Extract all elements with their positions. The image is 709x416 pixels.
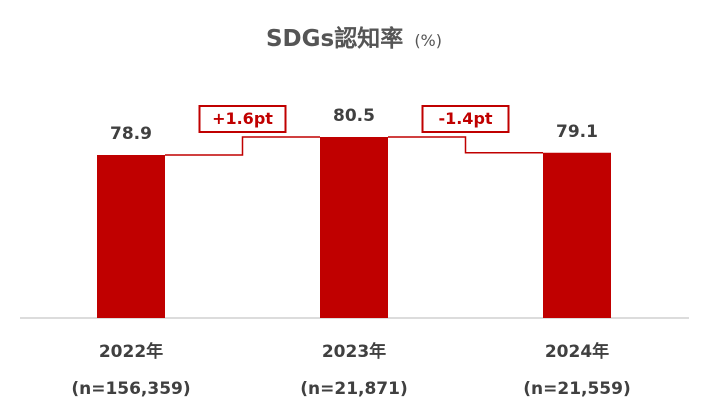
- bar-1: [320, 137, 388, 318]
- category-label-1: 2023年: [322, 341, 386, 362]
- connector-line-2022-2023: [165, 136, 320, 156]
- bar-0: [97, 155, 165, 318]
- value-label-2: 79.1: [556, 122, 598, 142]
- value-label-0: 78.9: [110, 124, 152, 144]
- difference-box-0: [198, 105, 287, 133]
- difference-box-1: [421, 105, 510, 133]
- chart-title-unit: (%): [414, 31, 442, 50]
- sample-size-label-2: (n=21,559): [523, 379, 631, 399]
- value-label-1: 80.5: [333, 106, 375, 126]
- chart-title: SDGs認知率 (%): [266, 25, 442, 52]
- chart-title-text: SDGs認知率: [266, 25, 403, 52]
- category-label-2: 2024年: [545, 341, 609, 362]
- difference-label-1: -1.4pt: [438, 109, 492, 128]
- sample-size-label-1: (n=21,871): [300, 379, 408, 399]
- category-label-0: 2022年: [99, 341, 163, 362]
- difference-label-0: +1.6pt: [212, 109, 273, 128]
- plot-area: +1.6pt -1.4pt 78.9 80.5 79.1 2022年 (n=156,359)…: [20, 105, 689, 399]
- connector-line-2023-2024: [388, 136, 543, 154]
- bar-2: [543, 152, 611, 318]
- sample-size-label-0: (n=156,359): [71, 379, 190, 399]
